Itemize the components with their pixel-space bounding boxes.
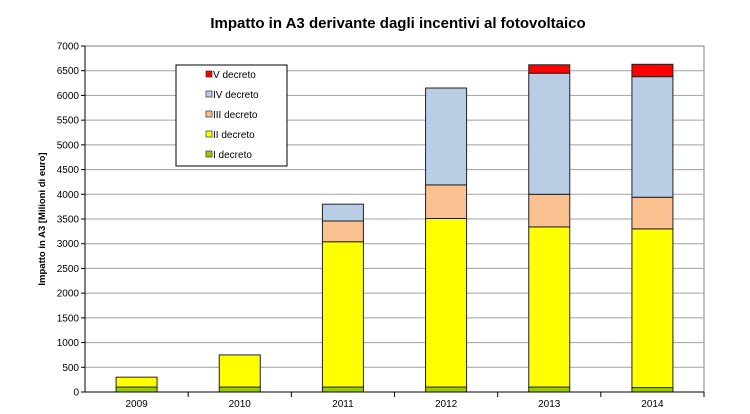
y-tick-label: 1500 xyxy=(57,313,80,324)
bar-segment-v-decreto-2013 xyxy=(528,64,571,74)
legend-label: IV decreto xyxy=(213,90,259,101)
bar-segment-i-decreto-2013 xyxy=(528,386,571,393)
bar-segment-i-decreto-2010 xyxy=(218,386,261,393)
bar-segment-ii-decreto-2014 xyxy=(631,228,674,389)
legend-swatch xyxy=(205,110,213,118)
bar-segment-iii-decreto-2014 xyxy=(631,196,674,230)
bar-segment-ii-decreto-2013 xyxy=(528,226,571,388)
bar-segment-i-decreto-2009 xyxy=(115,386,158,393)
legend: V decreto IV decreto III decreto II decreto… xyxy=(175,64,288,167)
y-tick-label: 5000 xyxy=(57,140,80,151)
x-tick-label: 2011 xyxy=(332,399,354,410)
y-tick-label: 0 xyxy=(73,388,79,399)
bar-segment-ii-decreto-2011 xyxy=(321,241,364,388)
y-tick-label: 5500 xyxy=(57,116,80,127)
x-tick-label: 2014 xyxy=(641,399,664,410)
legend-label: V decreto xyxy=(213,70,256,81)
y-tick-label: 500 xyxy=(62,363,79,374)
y-tick-label: 2000 xyxy=(57,289,80,300)
legend-swatch xyxy=(205,90,213,98)
bar-segment-i-decreto-2011 xyxy=(321,386,364,393)
y-axis-label: Impatto in A3 [Milioni di euro] xyxy=(37,152,48,285)
legend-label: I decreto xyxy=(213,150,252,161)
x-tick-label: 2010 xyxy=(229,399,252,410)
bar-segment-iv-decreto-2012 xyxy=(425,87,468,186)
bar-segment-iii-decreto-2012 xyxy=(425,184,468,220)
x-tick-label: 2012 xyxy=(435,399,458,410)
bar-segment-ii-decreto-2010 xyxy=(218,354,261,388)
y-tick-label: 7000 xyxy=(57,42,80,53)
y-tick-label: 6500 xyxy=(57,66,80,77)
legend-label: III decreto xyxy=(213,110,258,121)
bar-segment-i-decreto-2012 xyxy=(425,386,468,393)
x-tick-label: 2013 xyxy=(538,399,561,410)
bar-segment-ii-decreto-2009 xyxy=(115,376,158,388)
bar-segment-v-decreto-2014 xyxy=(631,63,674,78)
y-tick-label: 3500 xyxy=(57,215,80,226)
bar-segment-iv-decreto-2011 xyxy=(321,203,364,222)
bar-segment-i-decreto-2014 xyxy=(631,387,674,393)
bar-segment-iv-decreto-2014 xyxy=(631,76,674,198)
legend-box xyxy=(175,64,288,167)
chart-title: Impatto in A3 derivante dagli incentivi … xyxy=(210,15,585,32)
bar-segment-ii-decreto-2012 xyxy=(425,218,468,388)
legend-label: II decreto xyxy=(213,130,255,141)
y-tick-label: 4500 xyxy=(57,165,80,176)
legend-swatch xyxy=(205,150,213,158)
bar-segment-iii-decreto-2011 xyxy=(321,220,364,243)
y-tick-label: 3000 xyxy=(57,239,80,250)
bar-segment-iv-decreto-2013 xyxy=(528,72,571,195)
y-tick-label: 4000 xyxy=(57,190,80,201)
x-tick-label: 2009 xyxy=(125,399,148,410)
y-tick-label: 1000 xyxy=(57,338,80,349)
y-tick-label: 2500 xyxy=(57,264,80,275)
legend-swatch xyxy=(205,70,213,78)
bar-segment-iii-decreto-2013 xyxy=(528,193,571,228)
y-tick-label: 6000 xyxy=(57,91,80,102)
legend-swatch xyxy=(205,130,213,138)
